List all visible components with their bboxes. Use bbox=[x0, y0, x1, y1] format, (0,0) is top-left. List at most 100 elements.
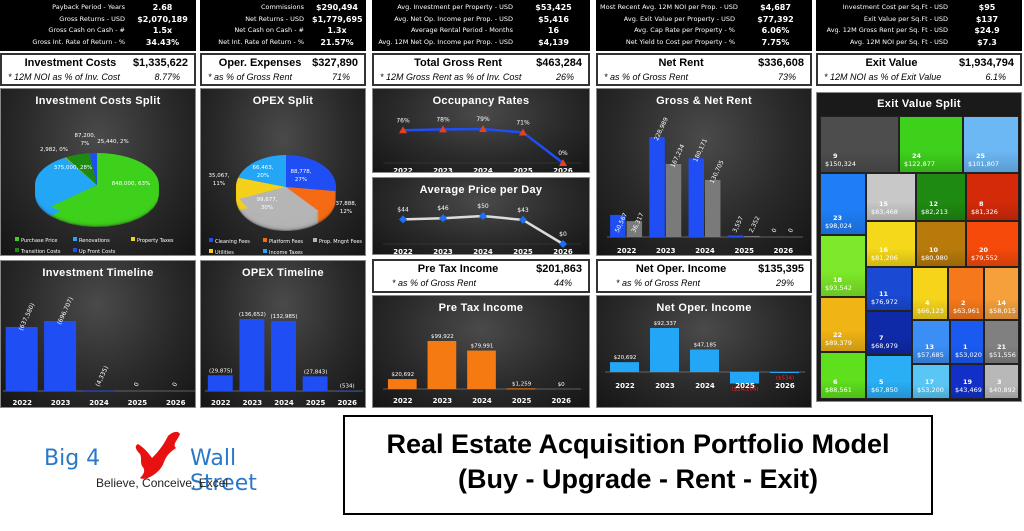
bar bbox=[610, 214, 626, 237]
pie-slice bbox=[50, 153, 159, 217]
axis-tick-label: 2023 bbox=[433, 397, 453, 405]
treemap-cell: 9 $150,324 bbox=[820, 116, 899, 173]
axis-tick-label: 2023 bbox=[655, 382, 675, 390]
data-label: $43 bbox=[517, 207, 529, 214]
data-label: $46 bbox=[437, 205, 449, 212]
treemap-cell: 20 $79,552 bbox=[966, 221, 1019, 267]
data-label: 0 bbox=[133, 381, 141, 388]
kpi-metrics-block: Avg. Investment per Property - USD $53,42… bbox=[372, 0, 590, 51]
chart-title: Occupancy Rates bbox=[432, 95, 530, 107]
kpi-row: Payback Period - Years 2.68 bbox=[4, 2, 192, 14]
bar bbox=[770, 372, 799, 373]
bar bbox=[744, 235, 760, 237]
summary-sub-label: * as % of Gross Rent bbox=[616, 278, 701, 288]
chart-title: Investment Timeline bbox=[42, 267, 154, 279]
summary-sub-label: * as % of Gross Rent bbox=[392, 278, 477, 288]
axis-tick-label: 2023 bbox=[51, 399, 71, 407]
legend-label: Purchase Price bbox=[21, 238, 58, 244]
legend-label: Property Taxes bbox=[137, 238, 174, 244]
kpi-row: Avg. Exit Value per Property - USD $77,39… bbox=[600, 14, 808, 26]
summary-sub-label: * as % of Gross Rent bbox=[208, 72, 293, 82]
data-label: $1,259 bbox=[512, 381, 532, 387]
bar bbox=[730, 372, 759, 384]
kpi-label: Avg. Exit Value per Property - USD bbox=[623, 14, 735, 23]
data-label: $20,692 bbox=[614, 355, 637, 361]
chart-title: Average Price per Day bbox=[419, 184, 543, 196]
kpi-label: Avg. 12M Net Op. Income per Prop. - USD bbox=[378, 37, 513, 46]
axis-tick-label: 2022 bbox=[393, 167, 413, 173]
data-label: (27,843) bbox=[304, 369, 328, 375]
legend-swatch bbox=[209, 238, 213, 242]
pie-slice bbox=[286, 187, 336, 212]
chart-title: Investment Costs Split bbox=[35, 95, 161, 107]
data-label: 66,463, bbox=[253, 165, 274, 171]
legend-swatch bbox=[313, 238, 317, 242]
summary-value: $135,395 bbox=[758, 263, 804, 275]
kpi-label: Avg. Net Op. Income per Prop. - USD bbox=[394, 14, 513, 23]
treemap-cell-id: 17 bbox=[925, 378, 935, 386]
data-label: ($24,206) bbox=[731, 387, 758, 393]
data-label: (534) bbox=[340, 384, 355, 390]
kpi-label: Most Recent Avg. 12M NOI per Prop. - USD bbox=[600, 3, 738, 11]
summary-sub-value: 6.1% bbox=[985, 72, 1006, 82]
legend-label: Transition Costs bbox=[20, 249, 61, 255]
summary-title: Oper. Expenses bbox=[218, 57, 302, 69]
treemap-cell-value: $81,326 bbox=[971, 208, 998, 216]
bar bbox=[610, 362, 639, 372]
data-label: $47,185 bbox=[694, 343, 717, 349]
treemap-cell: 5 $67,850 bbox=[866, 355, 912, 399]
axis-tick-label: 2026 bbox=[553, 167, 573, 173]
bar bbox=[506, 388, 536, 390]
axis-tick-label: 2025 bbox=[306, 399, 326, 407]
axis-tick-label: 2026 bbox=[774, 247, 794, 255]
kpi-row: Average Rental Period - Months 16 bbox=[376, 25, 586, 37]
treemap-cell-value: $88,561 bbox=[825, 386, 852, 394]
treemap-cell: 22 $89,379 bbox=[820, 297, 866, 352]
legend-label: Prop. Mngnt Fees bbox=[319, 239, 362, 245]
kpi-label: Commissions bbox=[260, 3, 304, 11]
data-label: 71% bbox=[516, 119, 530, 126]
data-label: 99,677, bbox=[257, 197, 278, 203]
axis-tick-label: 2026 bbox=[551, 397, 571, 405]
data-label: 87,200, bbox=[75, 133, 96, 139]
axis-tick-label: 2024 bbox=[695, 247, 715, 255]
kpi-row: Avg. 12M Gross Rent per Sq. Ft - USD $24.… bbox=[820, 25, 1018, 37]
bar bbox=[387, 379, 417, 389]
treemap-cell-id: 21 bbox=[997, 343, 1007, 351]
logo-text-left: Big 4 bbox=[44, 446, 101, 471]
treemap-cell-id: 15 bbox=[879, 200, 889, 208]
kpi-row: Avg. 12M NOI per Sq. Ft - USD $7.3 bbox=[820, 37, 1018, 49]
kpi-value: $1,779,695 bbox=[312, 14, 363, 24]
bar bbox=[690, 349, 719, 372]
treemap-cell-value: $58,015 bbox=[989, 307, 1016, 315]
treemap-cell: 1 $53,020 bbox=[950, 320, 984, 364]
kpi-value: $7.3 bbox=[977, 37, 997, 47]
kpi-value: 16 bbox=[547, 26, 560, 35]
kpi-row: Net Cash on Cash - # 1.3x bbox=[204, 25, 362, 37]
data-point-marker bbox=[519, 215, 527, 224]
data-label: $0 bbox=[558, 382, 565, 388]
kpi-summary-box: Investment Costs $1,335,622 * 12M NOI as … bbox=[0, 53, 196, 86]
treemap-cell: 12 $82,213 bbox=[916, 173, 966, 221]
kpi-summary-box: Net Rent $336,608 * as % of Gross Rent 73% bbox=[596, 53, 812, 86]
data-label: 0% bbox=[558, 150, 568, 157]
kpi-metrics-block: Investment Cost per Sq.Ft - USD $95 Exit V… bbox=[816, 0, 1022, 51]
chart-title: Gross & Net Rent bbox=[656, 95, 752, 107]
data-label: 375,000, 28% bbox=[54, 165, 92, 171]
treemap-cell-value: $80,980 bbox=[921, 254, 948, 262]
treemap-cell-value: $40,892 bbox=[989, 386, 1016, 394]
report-title-line1: Real Estate Acquisition Portfolio Model bbox=[386, 429, 890, 459]
data-point-marker bbox=[559, 240, 567, 248]
legend-swatch bbox=[263, 238, 267, 242]
axis-tick-label: 2025 bbox=[734, 247, 754, 255]
axis-tick-label: 2022 bbox=[12, 399, 32, 407]
summary-title: Pre Tax Income bbox=[417, 263, 499, 275]
kpi-label: Net Returns - USD bbox=[245, 14, 304, 23]
treemap-cell: 14 $58,015 bbox=[984, 267, 1019, 320]
bar bbox=[665, 163, 682, 237]
treemap-cell-value: $93,542 bbox=[825, 284, 852, 292]
chart-title: OPEX Split bbox=[252, 95, 314, 107]
treemap-cell-id: 22 bbox=[833, 331, 843, 339]
treemap-cell-id: 18 bbox=[833, 276, 843, 284]
bar bbox=[705, 179, 721, 237]
